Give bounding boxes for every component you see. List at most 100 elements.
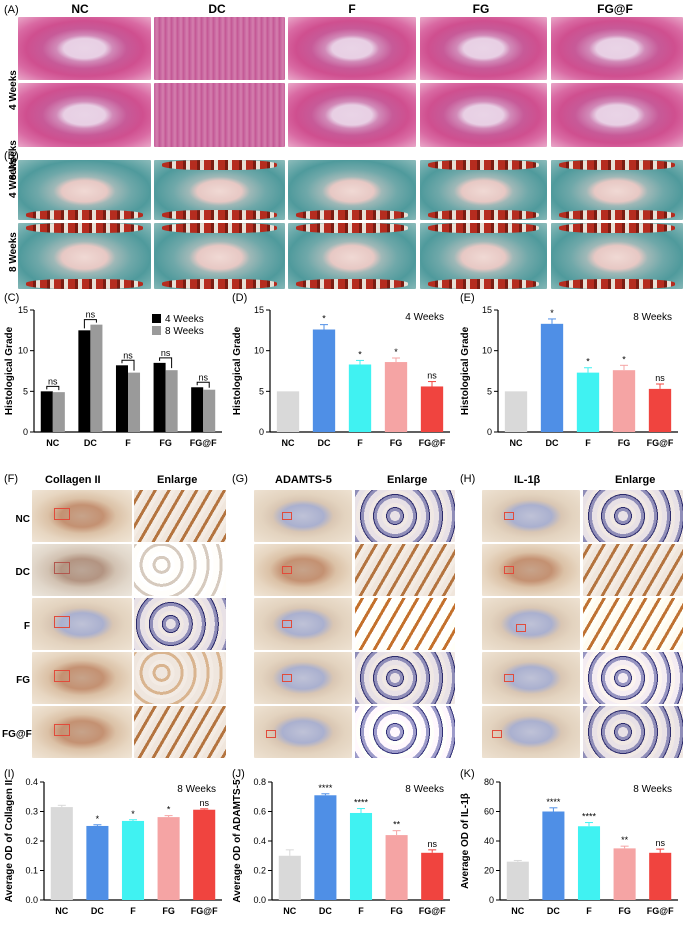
ihc-f-header-stain: Collagen II xyxy=(45,474,101,486)
j-xtick-label: NC xyxy=(283,906,296,916)
he-dc-4w xyxy=(154,17,285,80)
j-ytick-label: 0.6 xyxy=(253,807,266,817)
ihc-il1b-dc xyxy=(482,544,580,596)
j-ylabel: Average OD of ADAMTS-5 xyxy=(232,779,243,903)
panel-label-a: (A) xyxy=(4,4,19,16)
ihc-col2-fg xyxy=(32,652,132,704)
sf-fg-8w xyxy=(420,223,547,289)
d-bar xyxy=(312,329,336,432)
i-ytick-label: 0.1 xyxy=(25,866,38,876)
j-ytick-label: 0.0 xyxy=(253,895,266,905)
k-ytick-label: 20 xyxy=(484,866,494,876)
k-ytick-label: 0 xyxy=(489,895,494,905)
k-annotation: 8 Weeks xyxy=(633,784,672,795)
col-head-fg: FG xyxy=(472,2,490,16)
c-xtick-label: FG xyxy=(159,438,172,448)
e-ytick-label: 5 xyxy=(487,386,492,396)
j-annotation: 8 Weeks xyxy=(405,784,444,795)
ihc-row-fgf: FG@F xyxy=(2,729,32,740)
d-xtick-label: NC xyxy=(282,438,295,448)
k-xtick-label: NC xyxy=(511,906,524,916)
panel-label-d: (D) xyxy=(232,292,248,304)
ihc-adamts-nc xyxy=(254,490,352,542)
j-sig-mark: **** xyxy=(354,798,369,808)
sf-nc-4w xyxy=(18,160,151,220)
j-sig-mark: ** xyxy=(393,820,401,830)
i-bar xyxy=(121,820,145,900)
c-legend-label: 8 Weeks xyxy=(165,326,204,337)
e-xtick-label: F xyxy=(585,438,591,448)
panel-label-i: (I) xyxy=(4,768,15,780)
k-bar xyxy=(506,861,529,900)
sf-dc-8w xyxy=(154,223,285,289)
d-sig-mark: * xyxy=(358,349,362,359)
e-bar xyxy=(576,372,600,432)
i-annotation: 8 Weeks xyxy=(177,784,216,795)
panel-label-c: (C) xyxy=(4,292,20,304)
c-xtick-label: NC xyxy=(46,438,59,448)
c-bracket xyxy=(83,319,97,329)
e-xtick-label: NC xyxy=(510,438,523,448)
i-sig-mark: * xyxy=(96,814,100,824)
j-bar xyxy=(349,812,373,900)
k-sig-mark: **** xyxy=(546,797,561,807)
i-ytick-label: 0.3 xyxy=(25,807,38,817)
chart-c: 0 5 10 15 Histological Grade NC DC F FG FG@F ns ns n… xyxy=(4,305,222,448)
ihc-adamts-fgf xyxy=(254,706,352,758)
ihc-il1b-fgf xyxy=(482,706,580,758)
ihc-g-header-stain: ADAMTS-5 xyxy=(275,474,332,486)
c-bar xyxy=(203,389,216,432)
e-ylabel: Histological Grade xyxy=(460,326,471,415)
he-fg-8w xyxy=(420,83,547,147)
k-sig-mark: **** xyxy=(582,812,597,822)
enl-col2-fgf xyxy=(134,706,226,758)
d-xtick-label: FG@F xyxy=(419,438,446,448)
e-sig-mark: * xyxy=(586,357,590,367)
e-sig-mark: ns xyxy=(655,373,665,383)
i-ytick-label: 0.0 xyxy=(25,895,38,905)
c-xtick-label: DC xyxy=(84,438,97,448)
d-ytick-label: 0 xyxy=(259,427,264,437)
panel-label-j: (J) xyxy=(232,768,245,780)
e-bar xyxy=(540,323,564,432)
he-f-8w xyxy=(288,83,416,147)
k-ytick-label: 40 xyxy=(484,836,494,846)
d-bar xyxy=(384,362,408,432)
c-bar xyxy=(165,370,178,432)
ihc-il1b-f xyxy=(482,598,580,650)
enl-col2-nc xyxy=(134,490,226,542)
c-xtick-label: F xyxy=(125,438,131,448)
col-head-fgf: FG@F xyxy=(597,2,633,16)
j-bar xyxy=(278,855,301,900)
ihc-adamts-dc xyxy=(254,544,352,596)
he-f-4w xyxy=(288,17,416,80)
i-ylabel: Average OD of Collagen II xyxy=(4,780,15,903)
i-bar xyxy=(50,807,73,900)
col-head-f: F xyxy=(348,2,356,16)
e-bar xyxy=(648,388,672,432)
enl-adamts-fgf xyxy=(355,706,455,758)
panel-label-f: (F) xyxy=(4,473,19,485)
enl-col2-f xyxy=(134,598,226,650)
c-ns-label: ns xyxy=(198,372,208,382)
sf-fgf-4w xyxy=(551,160,683,220)
enl-adamts-nc xyxy=(355,490,455,542)
i-sig-mark: * xyxy=(167,805,171,815)
c-bar xyxy=(40,391,53,432)
i-xtick-label: FG@F xyxy=(191,906,218,916)
i-bar xyxy=(86,825,109,900)
enl-col2-fg xyxy=(134,652,226,704)
k-bar xyxy=(649,852,672,900)
e-ytick-label: 0 xyxy=(487,427,492,437)
d-bar xyxy=(420,386,444,432)
he-fg-4w xyxy=(420,17,547,80)
c-ytick-label: 15 xyxy=(18,305,28,315)
sf-dc-4w xyxy=(154,160,285,220)
c-ytick-label: 10 xyxy=(18,346,28,356)
col-head-dc: DC xyxy=(208,2,226,16)
j-bar xyxy=(421,852,444,900)
i-sig-mark: * xyxy=(131,809,135,819)
d-bar xyxy=(348,364,372,432)
enl-adamts-dc xyxy=(355,544,455,596)
j-ytick-label: 0.4 xyxy=(253,836,266,846)
